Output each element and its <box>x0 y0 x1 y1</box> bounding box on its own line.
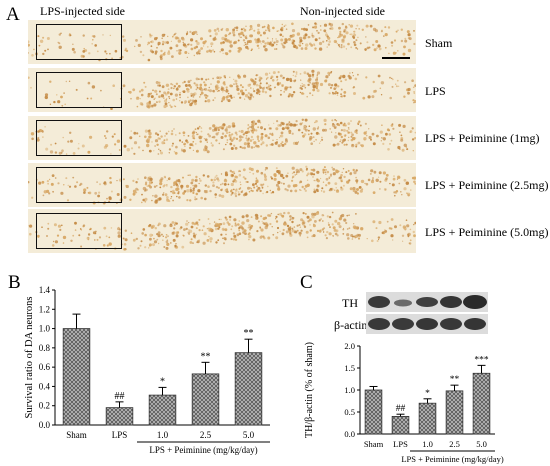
blot-label-th: TH <box>342 296 358 310</box>
significance-mark: * <box>160 376 165 387</box>
roi-box <box>36 167 122 203</box>
micrograph-peiminine-5mg <box>28 209 416 253</box>
row-label-peiminine-5mg: LPS + Peiminine (5.0mg) <box>425 225 549 239</box>
western-blot-beta-actin <box>366 314 488 334</box>
significance-mark: ## <box>115 391 125 402</box>
blot-bands-beta-actin <box>368 318 486 330</box>
category-label: 2.5 <box>449 439 460 449</box>
y-tick-label: 1.0 <box>344 385 355 395</box>
tissue-stain-texture <box>28 22 416 62</box>
micrograph-sham <box>28 20 416 64</box>
micrograph-peiminine-1mg <box>28 116 416 160</box>
bar <box>148 394 177 426</box>
row-label-peiminine-2-5mg: LPS + Peiminine (2.5mg) <box>425 178 549 192</box>
category-label: 1.0 <box>157 430 169 440</box>
y-tick-label: 1.0 <box>39 324 51 334</box>
y-axis-label: Survival ratio of DA neurons <box>24 297 35 419</box>
bar <box>62 328 91 426</box>
roi-box <box>36 72 122 108</box>
y-tick-label: 0.5 <box>344 407 355 417</box>
bar <box>234 352 263 426</box>
y-tick-label: 0.0 <box>39 420 51 430</box>
bar <box>445 390 464 435</box>
y-tick-label: 0.4 <box>39 381 51 391</box>
tissue-stain-texture <box>30 118 416 155</box>
roi-box <box>36 120 122 156</box>
micrograph-peiminine-2-5mg <box>28 163 416 207</box>
panel-c-letter: C <box>300 272 313 293</box>
lps-injected-header: LPS-injected side <box>40 4 125 18</box>
group-label: LPS + Peiminine (mg/kg/day) <box>149 445 257 455</box>
micrograph-lps <box>28 68 416 112</box>
category-label: 5.0 <box>476 439 487 449</box>
bar <box>391 416 410 435</box>
y-tick-label: 1.4 <box>39 285 51 295</box>
tissue-stain-texture <box>28 211 416 251</box>
group-label: LPS + Peiminine (mg/kg/day) <box>401 454 503 464</box>
panel-a-letter: A <box>6 4 20 25</box>
y-tick-label: 0.2 <box>39 401 50 411</box>
scale-bar <box>382 57 410 59</box>
bar <box>191 373 220 426</box>
category-label: LPS <box>112 430 128 440</box>
y-tick-label: 1.5 <box>344 363 355 373</box>
category-label: LPS <box>393 439 408 449</box>
y-tick-label: 1.2 <box>39 304 50 314</box>
blot-bands-th <box>368 295 487 309</box>
tissue-stain-texture <box>28 69 416 110</box>
y-tick-label: 0.0 <box>344 429 355 439</box>
non-injected-header: Non-injected side <box>300 4 385 18</box>
y-tick-label: 0.8 <box>39 343 51 353</box>
significance-mark: ** <box>201 351 211 362</box>
bar <box>418 402 437 435</box>
significance-mark: * <box>425 389 430 399</box>
category-label: 1.0 <box>422 439 433 449</box>
significance-mark: ## <box>396 404 406 414</box>
category-label: Sham <box>66 430 87 440</box>
significance-mark: ** <box>450 375 460 385</box>
row-label-peiminine-1mg: LPS + Peiminine (1mg) <box>425 131 540 145</box>
survival-ratio-chart: 0.0 0.2 0.4 0.6 0.8 1.0 1.2 1.4 Survival ratio o… <box>24 285 270 455</box>
th-actin-chart: 0.0 0.5 1.0 1.5 2.0 TH/β-actin (% of sham) Sha… <box>304 341 504 464</box>
significance-mark: ** <box>244 328 254 339</box>
y-axis-label: TH/β-actin (% of sham) <box>304 342 315 438</box>
y-tick-label: 0.6 <box>39 362 51 372</box>
bar <box>472 372 491 435</box>
bar <box>105 407 134 426</box>
roi-box <box>36 24 122 60</box>
category-label: 5.0 <box>243 430 255 440</box>
y-tick-label: 2.0 <box>344 341 355 351</box>
bar <box>364 389 383 435</box>
panel-b-letter: B <box>8 272 21 293</box>
roi-box <box>36 213 122 249</box>
category-label: Sham <box>364 439 384 449</box>
row-label-lps: LPS <box>425 84 446 98</box>
blot-label-beta-actin: β-actin <box>334 318 368 332</box>
significance-mark: *** <box>474 355 489 365</box>
western-blot-th <box>366 292 488 312</box>
category-label: 2.5 <box>200 430 212 440</box>
row-label-sham: Sham <box>425 36 453 50</box>
